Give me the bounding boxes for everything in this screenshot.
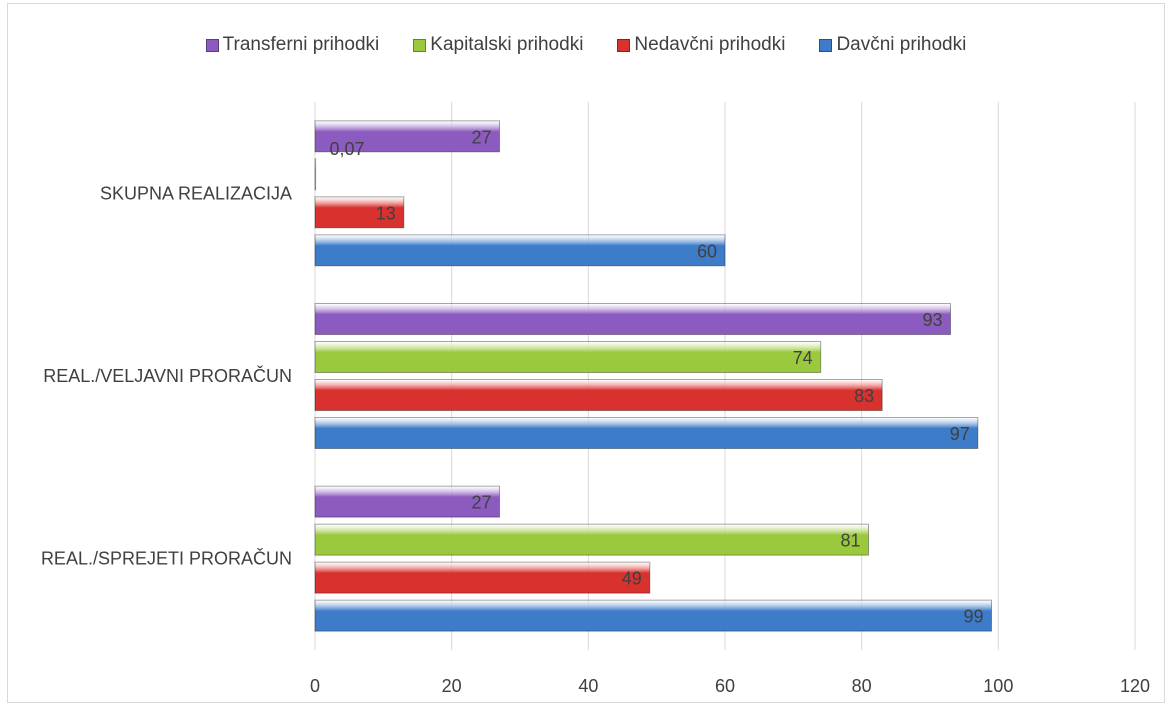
data-label: 0,07 bbox=[329, 139, 364, 159]
data-label: 83 bbox=[854, 386, 874, 406]
bar-nedavcni-prihodki bbox=[314, 196, 405, 229]
x-tick-label: 20 bbox=[442, 676, 462, 696]
data-label: 97 bbox=[950, 424, 970, 444]
category-label: SKUPNA REALIZACIJA bbox=[100, 183, 292, 203]
legend-item-nedavcni-prihodki: Nedavčni prihodki bbox=[617, 34, 785, 56]
chart-legend: Transferni prihodki Kapitalski prihodki Ne… bbox=[0, 34, 1172, 56]
legend-label: Davčni prihodki bbox=[836, 34, 967, 55]
data-label: 81 bbox=[840, 531, 860, 551]
x-tick-label: 0 bbox=[310, 676, 320, 696]
category-label: REAL./VELJAVNI PRORAČUN bbox=[43, 365, 292, 386]
x-tick-label: 100 bbox=[983, 676, 1013, 696]
data-label: 27 bbox=[471, 493, 491, 513]
data-label: 93 bbox=[922, 310, 942, 330]
legend-label: Transferni prihodki bbox=[222, 34, 380, 55]
legend-item-transferni-prihodki: Transferni prihodki bbox=[205, 34, 380, 56]
bar-transferni-prihodki bbox=[314, 120, 500, 153]
data-label: 13 bbox=[376, 203, 396, 223]
legend-swatch bbox=[205, 38, 219, 52]
x-tick-label: 60 bbox=[715, 676, 735, 696]
x-tick-label: 80 bbox=[852, 676, 872, 696]
legend-label: Nedavčni prihodki bbox=[634, 34, 786, 55]
legend-swatch bbox=[819, 38, 833, 52]
category-label: REAL./SPREJETI PRORAČUN bbox=[41, 548, 292, 569]
data-label: 74 bbox=[793, 348, 813, 368]
bar-transferni-prihodki bbox=[314, 485, 500, 518]
bar-kapitalski-prihodki bbox=[314, 341, 822, 373]
legend-swatch bbox=[617, 38, 631, 52]
data-label: 49 bbox=[622, 569, 642, 589]
bar-davcni-prihodki bbox=[314, 599, 992, 632]
legend-swatch bbox=[413, 38, 427, 52]
bar-nedavcni-prihodki bbox=[314, 561, 651, 594]
bar-davcni-prihodki bbox=[314, 234, 726, 267]
bar-kapitalski-prihodki bbox=[314, 158, 317, 191]
bar-nedavcni-prihodki bbox=[314, 379, 883, 411]
legend-label: Kapitalski prihodki bbox=[430, 34, 584, 55]
data-label: 60 bbox=[697, 241, 717, 261]
legend-item-davcni-prihodki: Davčni prihodki bbox=[819, 34, 966, 56]
bar-transferni-prihodki bbox=[314, 303, 951, 335]
data-label: 99 bbox=[963, 607, 983, 627]
bar-kapitalski-prihodki bbox=[314, 523, 869, 556]
legend-item-kapitalski-prihodki: Kapitalski prihodki bbox=[413, 34, 583, 56]
x-tick-label: 40 bbox=[578, 676, 598, 696]
data-label: 27 bbox=[471, 127, 491, 147]
x-tick-label: 120 bbox=[1120, 676, 1150, 696]
bar-davcni-prihodki bbox=[314, 417, 979, 449]
